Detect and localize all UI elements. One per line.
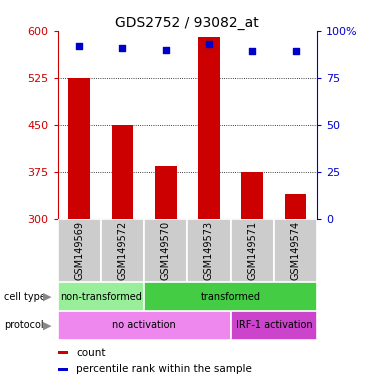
Text: protocol: protocol xyxy=(4,320,43,331)
Title: GDS2752 / 93082_at: GDS2752 / 93082_at xyxy=(115,16,259,30)
Text: GSM149570: GSM149570 xyxy=(161,221,171,280)
Text: ▶: ▶ xyxy=(43,291,51,302)
Bar xyxy=(242,172,263,219)
Bar xyxy=(274,219,317,282)
Bar xyxy=(58,351,68,354)
Bar xyxy=(231,311,317,340)
Point xyxy=(293,48,299,55)
Text: GSM149573: GSM149573 xyxy=(204,221,214,280)
Bar xyxy=(198,37,220,219)
Bar xyxy=(285,194,306,219)
Text: ▶: ▶ xyxy=(43,320,51,331)
Text: percentile rank within the sample: percentile rank within the sample xyxy=(76,364,252,374)
Bar xyxy=(144,219,187,282)
Text: GSM149571: GSM149571 xyxy=(247,221,257,280)
Bar xyxy=(155,166,177,219)
Text: no activation: no activation xyxy=(112,320,176,331)
Text: GSM149572: GSM149572 xyxy=(118,221,127,280)
Bar xyxy=(58,311,231,340)
Bar xyxy=(101,219,144,282)
Bar xyxy=(231,219,274,282)
Text: GSM149569: GSM149569 xyxy=(74,221,84,280)
Point xyxy=(206,41,212,47)
Point xyxy=(249,48,255,55)
Text: GSM149574: GSM149574 xyxy=(290,221,301,280)
Point xyxy=(163,46,169,53)
Point xyxy=(76,43,82,49)
Bar xyxy=(58,219,101,282)
Text: cell type: cell type xyxy=(4,291,46,302)
Text: count: count xyxy=(76,348,106,358)
Bar xyxy=(144,282,317,311)
Bar xyxy=(68,78,90,219)
Text: transformed: transformed xyxy=(201,291,261,302)
Point xyxy=(119,45,125,51)
Text: non-transformed: non-transformed xyxy=(60,291,142,302)
Bar xyxy=(187,219,231,282)
Text: IRF-1 activation: IRF-1 activation xyxy=(236,320,312,331)
Bar xyxy=(112,125,133,219)
Bar xyxy=(58,282,144,311)
Bar xyxy=(58,368,68,371)
